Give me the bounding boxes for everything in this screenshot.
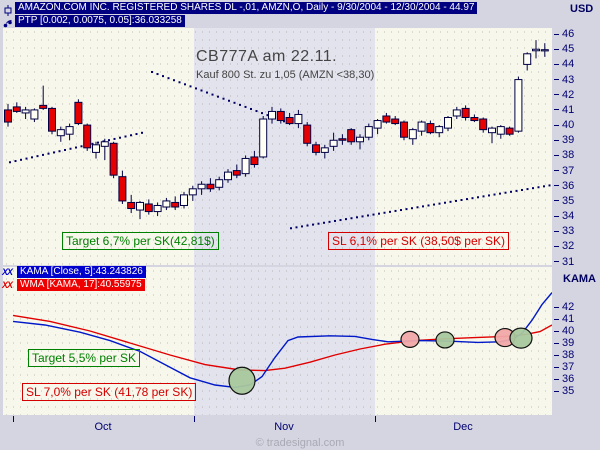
y-axis-label: 43 (554, 73, 574, 86)
y-axis-label: 40 (554, 119, 574, 132)
x-axis-tick (194, 416, 195, 422)
y-axis-label: 33 (554, 225, 574, 238)
month-label: Oct (94, 421, 112, 433)
ptp-indicator-label[interactable]: PTP [0.002, 0.0075, 0.05]:36.033258 (15, 15, 185, 27)
y-axis-label: 41 (554, 103, 574, 116)
y-axis-label: 36 (554, 373, 574, 386)
line-style-icon: XX (2, 280, 13, 290)
kama-line (12, 292, 552, 389)
y-axis-label: 39 (554, 134, 574, 147)
kama-legend-row[interactable]: XX KAMA [Close, 5]:43.243826 (2, 266, 146, 278)
line-style-icon: XX (2, 267, 13, 277)
indicator-header-row[interactable]: PTP [0.002, 0.0075, 0.05]:36.033258 (2, 15, 185, 27)
y-axis-label: 31 (554, 255, 574, 268)
y-axis-label: 42 (554, 88, 574, 101)
stop-loss-box-lower[interactable]: SL 7,0% per SK (41,78 per SK) (22, 383, 197, 401)
x-axis-tick (13, 416, 14, 422)
x-axis-tick (375, 416, 376, 422)
november-highlight-band-lower (194, 267, 375, 415)
y-axis-label: 45 (554, 43, 574, 56)
target-box[interactable]: Target 6,7% per SK(42,81$) (62, 232, 219, 250)
target-box-lower[interactable]: Target 5,5% per SK (28, 349, 141, 367)
series-header-row[interactable]: AMAZON.COM INC. REGISTERED SHARES DL -,0… (2, 2, 478, 16)
y-axis-label: 34 (554, 210, 574, 223)
y-axis-label: 44 (554, 58, 574, 71)
y-axis-label: 40 (554, 325, 574, 338)
y-axis-label: 41 (554, 313, 574, 326)
month-label: Dec (453, 421, 473, 433)
y-axis-label: 35 (554, 194, 574, 207)
tradesignal-watermark: © tradesignal.com (255, 437, 345, 449)
main-chart-plot[interactable]: CB777A am 22.11. Kauf 800 St. zu 1,05 (A… (3, 28, 552, 265)
kama-axis-title: KAMA (563, 273, 596, 285)
y-axis-label: 37 (554, 361, 574, 374)
month-label: Nov (274, 421, 294, 433)
candlestick-series-icon (2, 3, 14, 16)
y-axis-label: 36 (554, 179, 574, 192)
kama-legend-label[interactable]: KAMA [Close, 5]:43.243826 (17, 266, 146, 278)
trade-annotation-title[interactable]: CB777A am 22.11. (196, 48, 338, 65)
y-axis-label: 42 (554, 301, 574, 314)
y-axis-label: 38 (554, 149, 574, 162)
november-highlight-band (194, 28, 375, 265)
wma-legend-label[interactable]: WMA [KAMA, 17]:40.55975 (17, 279, 145, 291)
currency-label: USD (570, 3, 594, 15)
ptp-indicator-icon (2, 16, 14, 27)
wma-legend-row[interactable]: XX WMA [KAMA, 17]:40.55975 (2, 279, 145, 291)
ptp-dots (9, 70, 551, 230)
candles-group (4, 40, 549, 220)
indicator-canvas[interactable] (3, 267, 552, 415)
y-axis-label: 46 (554, 28, 574, 41)
y-axis-label: 37 (554, 164, 574, 177)
y-axis-label: 38 (554, 349, 574, 362)
y-axis-label: 32 (554, 240, 574, 253)
kama-panel-plot[interactable]: Target 5,5% per SK SL 7,0% per SK (41,78… (3, 267, 552, 415)
y-axis-label: 35 (554, 385, 574, 398)
crossover-markers[interactable] (228, 327, 533, 395)
chart-title[interactable]: AMAZON.COM INC. REGISTERED SHARES DL -,0… (15, 2, 478, 14)
y-axis-label: 39 (554, 337, 574, 350)
trade-annotation-detail[interactable]: Kauf 800 St. zu 1,05 (AMZN <38,30) (196, 69, 375, 81)
candlestick-canvas[interactable] (3, 28, 552, 265)
stop-loss-box[interactable]: SL 6,1% per SK (38,50$ per SK) (328, 232, 509, 250)
